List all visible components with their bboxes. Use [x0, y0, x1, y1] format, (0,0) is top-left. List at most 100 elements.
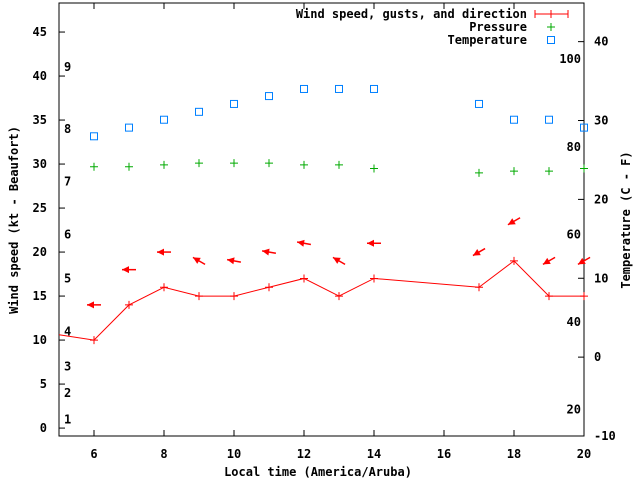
x-axis-label: Local time (America/Aruba) — [224, 465, 412, 479]
temperature-point — [265, 92, 273, 101]
fahrenheit-label: 80 — [567, 140, 581, 154]
temperature-point — [545, 115, 553, 124]
x-tick-label: 8 — [160, 447, 167, 461]
wind-speed-point — [230, 292, 238, 301]
wind-speed-point — [580, 292, 588, 301]
y-tick-label: 5 — [40, 377, 47, 391]
temperature-point — [370, 84, 378, 93]
beaufort-label: 5 — [64, 271, 71, 285]
wind-speed-point — [195, 292, 203, 301]
temperature-point — [475, 99, 483, 108]
fahrenheit-label: 60 — [567, 227, 581, 241]
wind-speed-point — [475, 283, 483, 292]
beaufort-label: 9 — [64, 60, 71, 74]
pressure-point — [580, 164, 588, 173]
y-tick-label: 0 — [40, 421, 47, 435]
wind-speed-point — [300, 274, 308, 283]
fahrenheit-label: 100 — [559, 52, 581, 66]
pressure-point — [160, 160, 168, 169]
legend-temperature-sample — [547, 36, 555, 44]
y2-tick-label: 30 — [594, 114, 608, 128]
temperature-point — [230, 99, 238, 108]
wind-direction-arrowhead — [542, 257, 551, 265]
y2-tick-label: 10 — [594, 271, 608, 285]
wind-speed-point — [510, 256, 518, 265]
wind-direction-arrowhead — [122, 266, 129, 274]
y2-axis-label: Temperature (C - F) — [619, 151, 633, 288]
temperature-point — [300, 84, 308, 93]
wind-direction-arrowhead — [577, 257, 586, 265]
wind-speed-point — [265, 283, 273, 292]
y-tick-label: 10 — [33, 333, 47, 347]
wind-speed-point — [160, 283, 168, 292]
pressure-point — [90, 162, 98, 171]
y2-tick-label: 40 — [594, 35, 608, 49]
wind-speed-point — [335, 292, 343, 301]
beaufort-label: 6 — [64, 227, 71, 241]
pressure-point — [125, 162, 133, 171]
x-tick-label: 16 — [437, 447, 451, 461]
y-tick-label: 30 — [33, 157, 47, 171]
y-tick-label: 45 — [33, 25, 47, 39]
wind-direction-arrowhead — [192, 257, 201, 264]
y-tick-label: 35 — [33, 113, 47, 127]
x-tick-label: 20 — [577, 447, 591, 461]
y2-tick-label: 20 — [594, 192, 608, 206]
x-tick-label: 6 — [90, 447, 97, 461]
wind-direction-arrowhead — [367, 239, 374, 247]
temperature-point — [510, 115, 518, 124]
pressure-point — [300, 160, 308, 169]
wind-direction-arrowhead — [87, 301, 94, 309]
legend-wind-label: Wind speed, gusts, and direction — [296, 7, 527, 21]
wind-speed-point — [545, 292, 553, 301]
wind-direction-arrowhead — [472, 249, 481, 256]
wind-direction-arrowhead — [157, 248, 164, 256]
y-tick-label: 15 — [33, 289, 47, 303]
pressure-point — [510, 167, 518, 176]
wind-direction-arrowhead — [227, 257, 235, 265]
temperature-point — [125, 123, 133, 132]
fahrenheit-label: 20 — [567, 403, 581, 417]
temperature-point — [335, 84, 343, 93]
wind-speed-point — [125, 300, 133, 309]
wind-speed-point — [90, 336, 98, 345]
wind-speed-point — [370, 274, 378, 283]
beaufort-label: 3 — [64, 359, 71, 373]
wind-direction-arrowhead — [507, 218, 516, 225]
legend-temperature-label: Temperature — [448, 33, 527, 47]
wind-direction-arrowhead — [332, 257, 341, 264]
fahrenheit-label: 40 — [567, 315, 581, 329]
beaufort-label: 7 — [64, 175, 71, 189]
legend-pressure-sample — [547, 23, 555, 31]
legend-pressure-label: Pressure — [469, 20, 527, 34]
pressure-point — [335, 160, 343, 169]
pressure-point — [370, 164, 378, 173]
legend-wind-sample — [534, 10, 569, 18]
beaufort-label: 2 — [64, 386, 71, 400]
pressure-point — [265, 159, 273, 168]
beaufort-label: 4 — [64, 324, 71, 338]
pressure-point — [475, 168, 483, 177]
y-axis-label: Wind speed (kt - Beaufort) — [7, 126, 21, 314]
y2-tick-label: 0 — [594, 350, 601, 364]
pressure-point — [230, 159, 238, 168]
temperature-point — [195, 107, 203, 116]
pressure-point — [195, 159, 203, 168]
temperature-point — [160, 115, 168, 124]
x-tick-label: 12 — [297, 447, 311, 461]
y2-tick-label: -10 — [594, 429, 616, 443]
temperature-point — [580, 123, 588, 132]
y-tick-label: 40 — [33, 69, 47, 83]
beaufort-label: 8 — [64, 122, 71, 136]
wind-direction-arrowhead — [262, 248, 270, 256]
x-tick-label: 10 — [227, 447, 241, 461]
temperature-point — [90, 132, 98, 141]
plot-frame — [58, 2, 585, 437]
wind-speed-line — [58, 260, 584, 341]
x-tick-label: 14 — [367, 447, 381, 461]
wind-direction-arrowhead — [297, 239, 305, 247]
x-tick-label: 18 — [507, 447, 521, 461]
y-tick-label: 25 — [33, 201, 47, 215]
